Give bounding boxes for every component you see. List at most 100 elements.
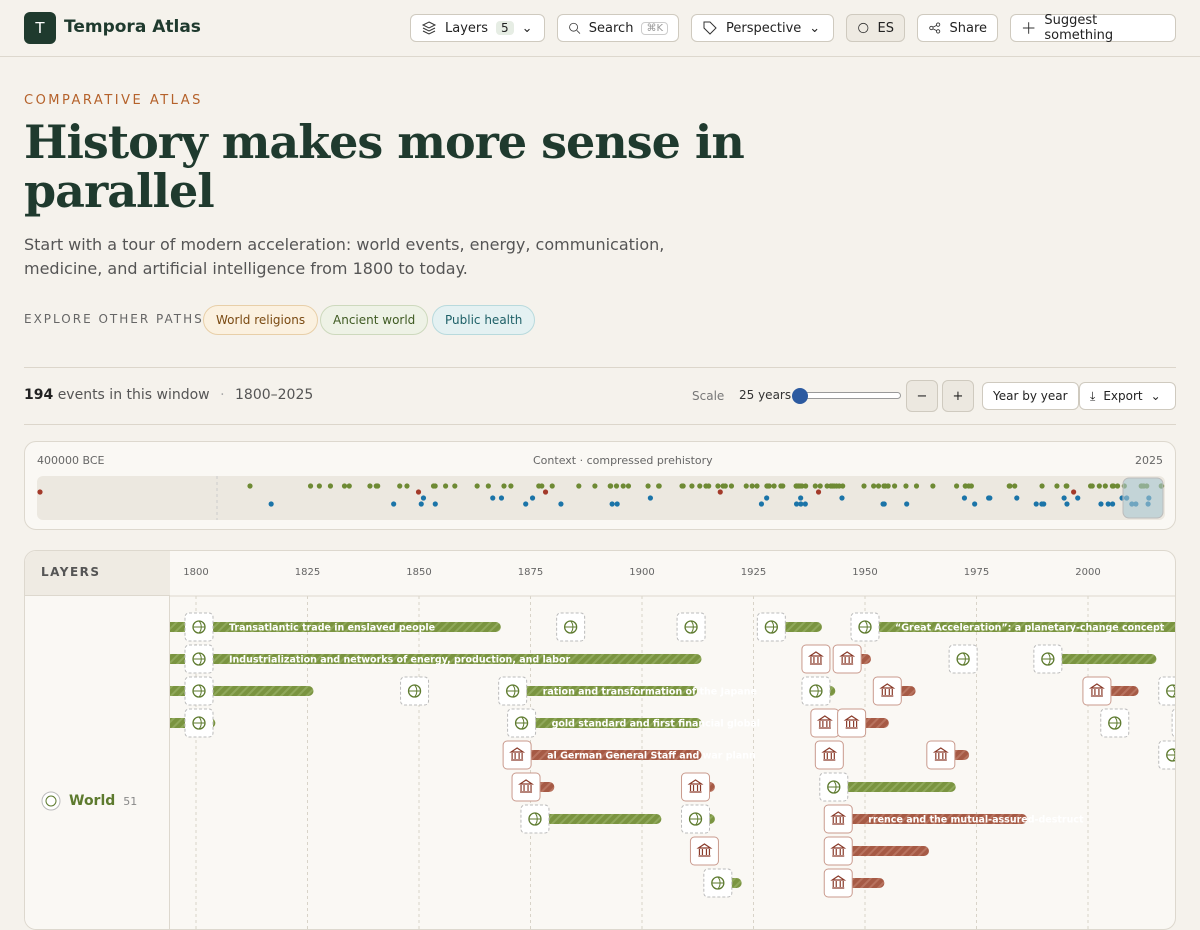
event-bar[interactable] bbox=[838, 846, 929, 856]
icon-box bbox=[502, 740, 532, 770]
world-icon[interactable] bbox=[498, 676, 528, 706]
search-button[interactable]: Search ⌘K bbox=[557, 14, 679, 42]
label: Search bbox=[588, 20, 634, 36]
world-icon[interactable] bbox=[1100, 708, 1130, 738]
zoom-in[interactable]: + bbox=[942, 380, 974, 412]
institution-icon[interactable] bbox=[823, 868, 853, 898]
event-bar[interactable] bbox=[521, 718, 702, 728]
world-icon[interactable] bbox=[507, 708, 537, 738]
dot bbox=[645, 483, 651, 489]
path-chip[interactable]: Public health bbox=[432, 305, 536, 335]
chevron: ⌄ bbox=[809, 20, 821, 36]
share-button[interactable]: Share bbox=[917, 14, 998, 42]
event-bar[interactable] bbox=[170, 654, 702, 664]
dot bbox=[799, 483, 805, 489]
institution-icon[interactable] bbox=[1082, 676, 1112, 706]
dot bbox=[268, 501, 274, 507]
institution-icon[interactable] bbox=[832, 644, 862, 674]
world-icon[interactable] bbox=[556, 612, 586, 642]
dot bbox=[987, 495, 993, 501]
event-bar[interactable] bbox=[865, 622, 1176, 632]
event-label: rrence and the mutual-assured-destruct bbox=[868, 815, 1084, 826]
logo[interactable]: T bbox=[24, 12, 56, 44]
glyph bbox=[515, 716, 528, 730]
dot bbox=[542, 489, 549, 495]
count: 194 bbox=[24, 387, 54, 403]
tick-label: 1975 bbox=[964, 567, 989, 578]
institution-icon[interactable] bbox=[926, 740, 956, 770]
event-bar[interactable] bbox=[534, 814, 662, 824]
scale-slider[interactable] bbox=[793, 392, 901, 399]
dot bbox=[1110, 483, 1116, 489]
world-icon[interactable] bbox=[1158, 740, 1176, 770]
institution-icon[interactable] bbox=[801, 644, 831, 674]
context-track[interactable] bbox=[37, 476, 1165, 520]
world-icon[interactable] bbox=[1033, 644, 1063, 674]
world-icon[interactable] bbox=[948, 644, 978, 674]
glyph bbox=[765, 620, 778, 634]
world-icon[interactable] bbox=[400, 676, 430, 706]
mode-button[interactable]: Year by year bbox=[982, 382, 1079, 410]
layers-button[interactable]: Layers 5 ⌄ bbox=[410, 14, 545, 42]
icon-box bbox=[832, 644, 862, 674]
institution-icon[interactable] bbox=[681, 772, 711, 802]
dot bbox=[798, 501, 804, 507]
language-button[interactable]: ES bbox=[846, 14, 905, 42]
dot bbox=[656, 483, 662, 489]
dot bbox=[903, 483, 909, 489]
world-icon[interactable] bbox=[520, 804, 550, 834]
institution-icon[interactable] bbox=[689, 836, 719, 866]
window[interactable] bbox=[1122, 477, 1164, 519]
layer-row[interactable]: World 51 bbox=[41, 791, 137, 811]
institution-icon[interactable] bbox=[810, 708, 840, 738]
shortcut: ⌘K bbox=[641, 21, 668, 35]
world-icon[interactable] bbox=[801, 676, 831, 706]
zoom-out[interactable]: − bbox=[906, 380, 938, 412]
world-icon[interactable] bbox=[850, 612, 880, 642]
dot bbox=[913, 483, 920, 489]
world-icon[interactable] bbox=[703, 868, 733, 898]
dot bbox=[1063, 483, 1069, 489]
institution-icon[interactable] bbox=[872, 676, 902, 706]
institution-icon[interactable] bbox=[814, 740, 844, 770]
event-bar[interactable] bbox=[1047, 654, 1157, 664]
world-icon[interactable] bbox=[756, 612, 786, 642]
export-button[interactable]: ⤓ Export ⌄ bbox=[1079, 382, 1176, 410]
slider-thumb[interactable] bbox=[792, 388, 808, 404]
world-icon[interactable] bbox=[184, 612, 214, 642]
perspective-button[interactable]: Perspective ⌄ bbox=[691, 14, 834, 42]
world-icon[interactable] bbox=[184, 708, 214, 738]
suggest-button[interactable]: Suggest something bbox=[1010, 13, 1176, 43]
event-label: “Great Acceleration”: a planetary-change… bbox=[895, 623, 1165, 634]
institution-icon[interactable] bbox=[511, 772, 541, 802]
world-icon[interactable] bbox=[1158, 676, 1176, 706]
glyph bbox=[1088, 683, 1105, 697]
world-icon[interactable] bbox=[819, 772, 849, 802]
dot bbox=[592, 483, 598, 489]
glyph bbox=[509, 747, 526, 761]
app-name[interactable]: Tempora Atlas bbox=[64, 17, 201, 37]
institution-icon[interactable] bbox=[823, 836, 853, 866]
event-bar[interactable] bbox=[170, 622, 501, 632]
world-icon[interactable] bbox=[184, 644, 214, 674]
context-strip: 400000 BCE Context · compressed prehisto… bbox=[24, 441, 1176, 530]
institution-icon[interactable] bbox=[502, 740, 532, 770]
institution-icon[interactable] bbox=[823, 804, 853, 834]
world-icon[interactable] bbox=[1171, 708, 1176, 738]
event-bar[interactable] bbox=[833, 782, 956, 792]
glyph bbox=[711, 876, 724, 890]
world-icon[interactable] bbox=[681, 804, 711, 834]
dot bbox=[861, 483, 867, 489]
dot bbox=[824, 483, 830, 489]
label: ES bbox=[877, 20, 894, 36]
institution-icon[interactable] bbox=[837, 708, 867, 738]
event-bar[interactable] bbox=[517, 750, 702, 760]
event-bar[interactable] bbox=[512, 686, 698, 696]
event-bar[interactable] bbox=[838, 814, 1028, 824]
path-chip[interactable]: Ancient world bbox=[320, 305, 429, 335]
header: T Tempora Atlas Layers 5 ⌄ Search ⌘K Perspe… bbox=[0, 0, 1200, 57]
world-icon[interactable] bbox=[184, 676, 214, 706]
world-icon[interactable] bbox=[676, 612, 706, 642]
path-chip[interactable]: World religions bbox=[203, 305, 319, 335]
dot bbox=[875, 483, 882, 489]
